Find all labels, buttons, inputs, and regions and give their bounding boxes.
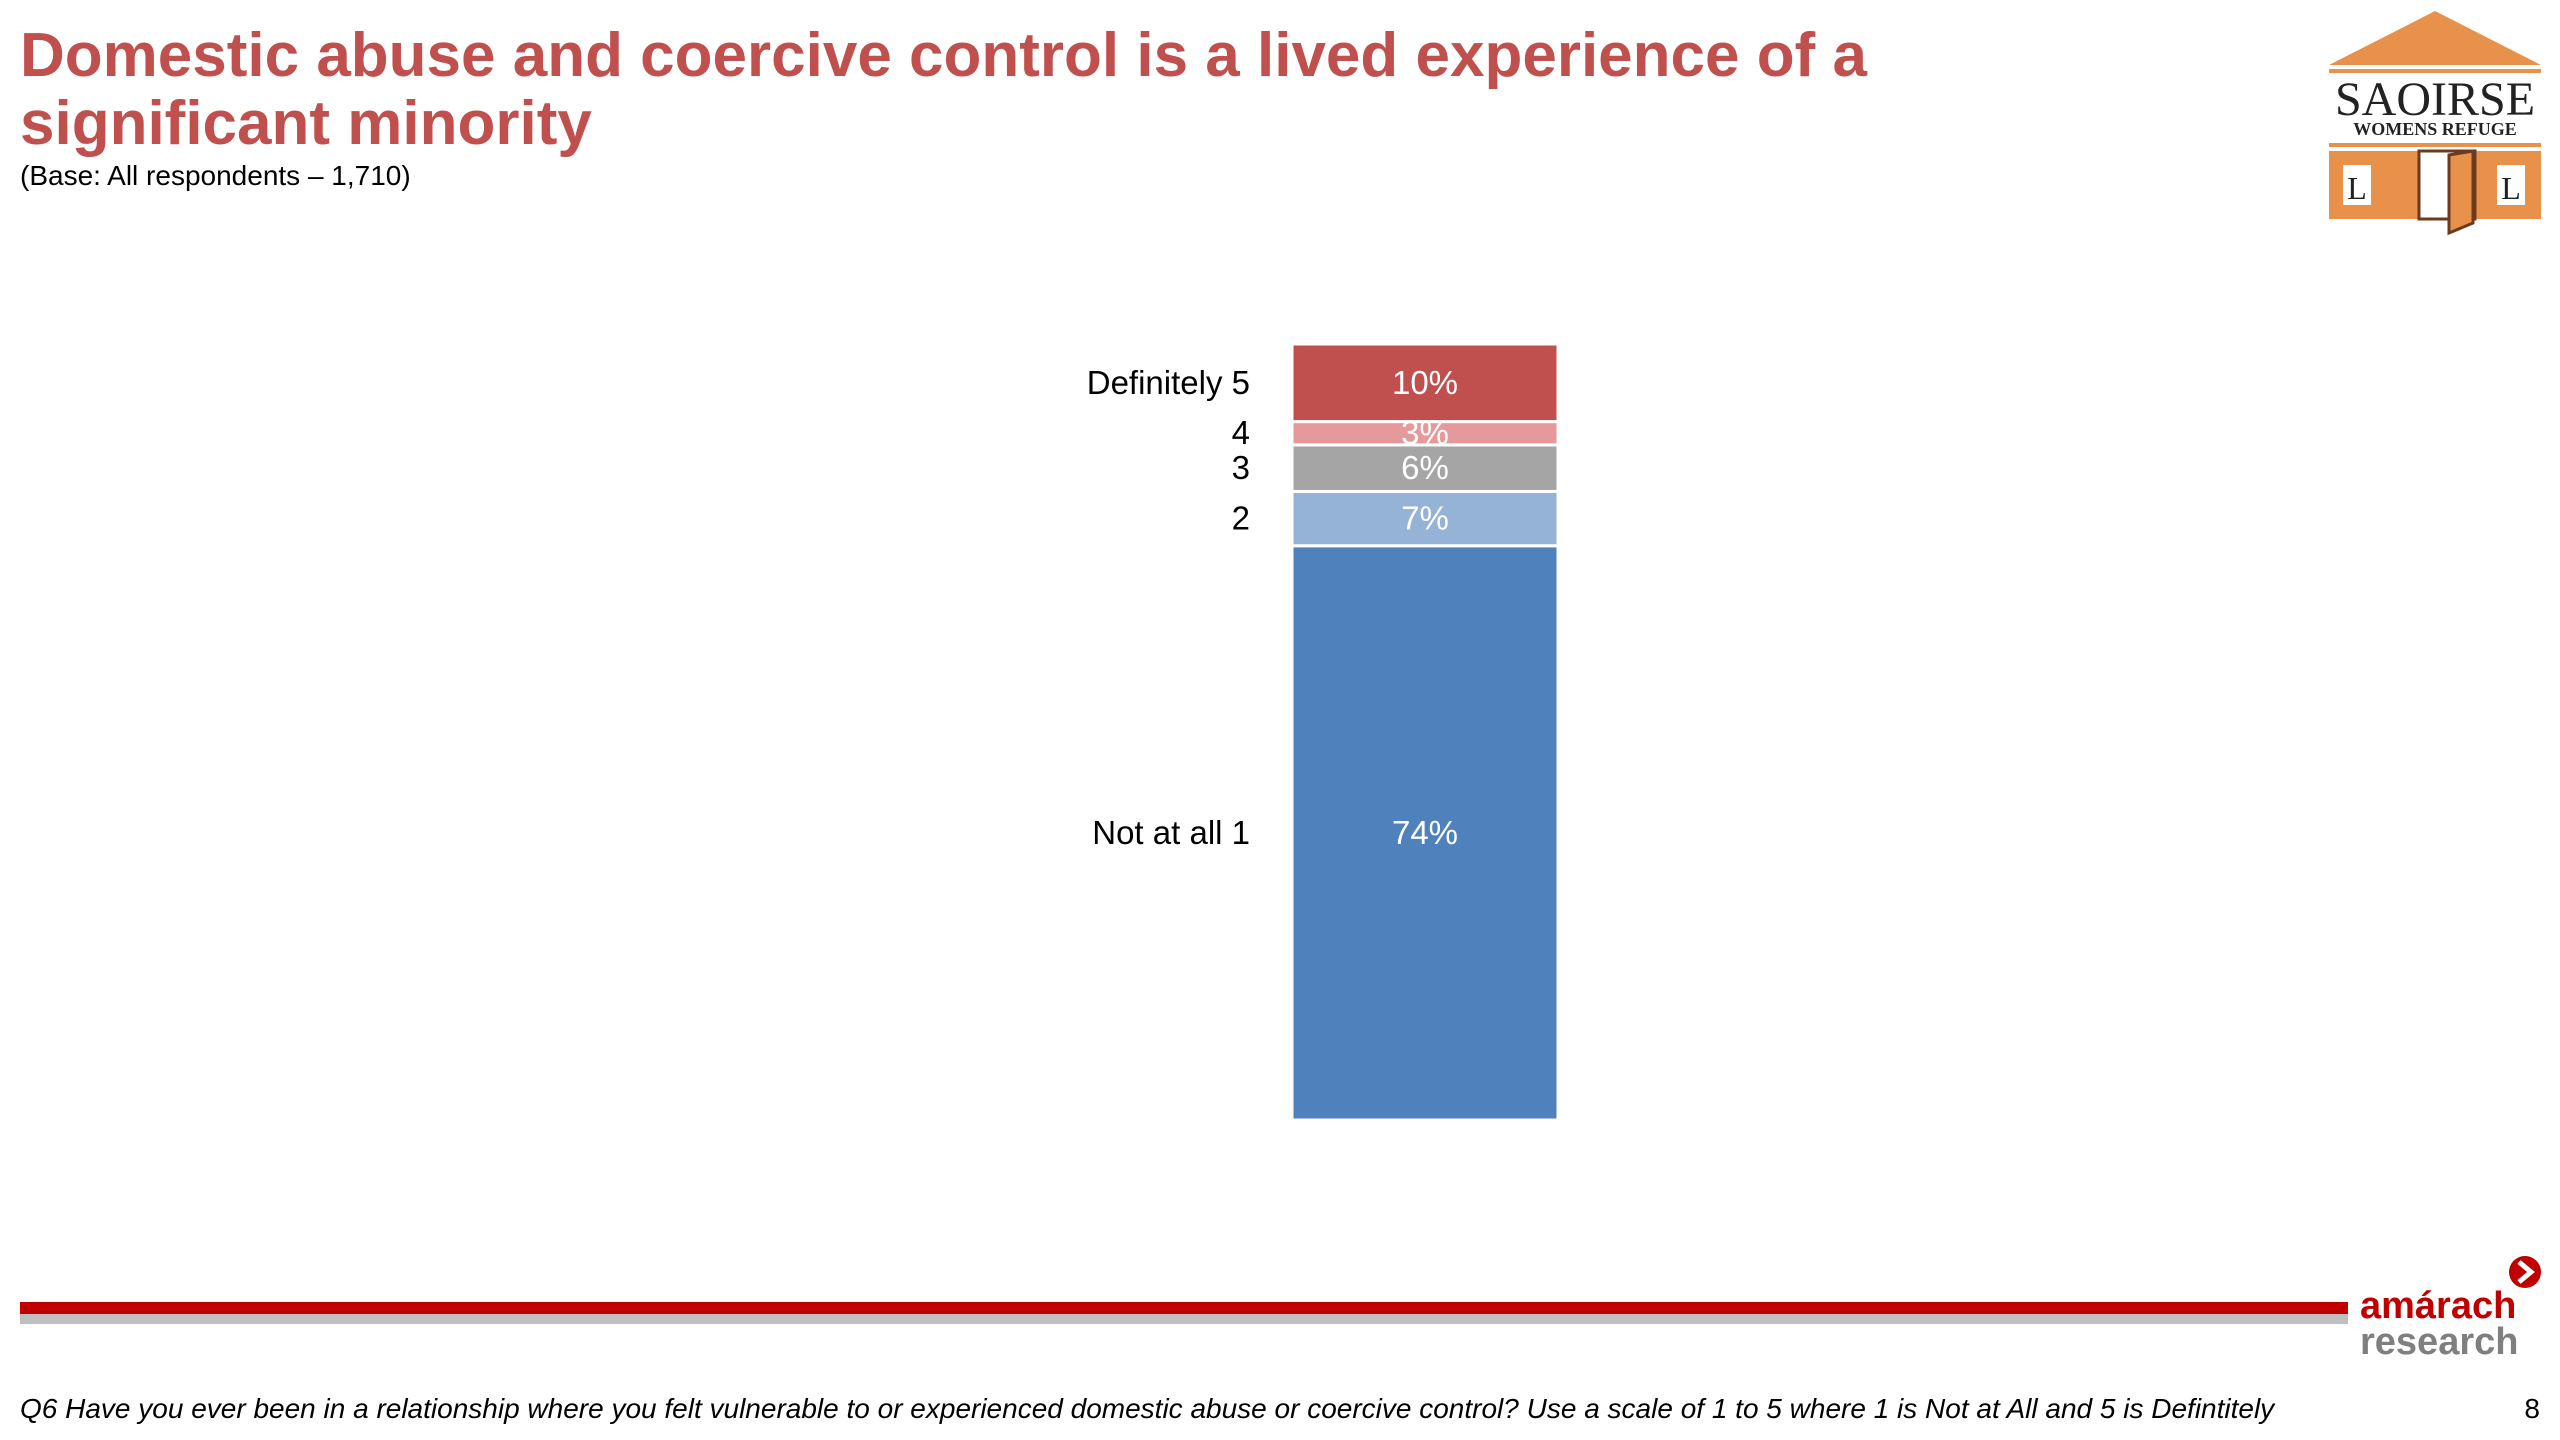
- value-label-3: 6%: [1401, 449, 1449, 486]
- bar-segment-3: [1290, 443, 1560, 493]
- footer-rule: [20, 1302, 2348, 1314]
- category-label-2: 2: [1232, 500, 1250, 537]
- stacked-bar-chart: 74% 7% 6%3% 10% Not at all 1 2 34 Definitely 5: [1087, 342, 1560, 1122]
- amarach-chevron-icon: [2509, 1256, 2541, 1288]
- logo-roof: [2329, 11, 2541, 65]
- logo-wall-left: [2329, 151, 2419, 219]
- logo-tagline: WOMENS REFUGE: [2353, 119, 2517, 139]
- category-label-3: 3: [1232, 449, 1250, 486]
- question-footnote: Q6 Have you ever been in a relationship …: [20, 1393, 2275, 1424]
- category-label-4: 4: [1232, 414, 1250, 451]
- value-label-1: 74%: [1392, 814, 1458, 851]
- amarach-logo: amárach research: [2360, 1256, 2541, 1360]
- category-label-1: Not at all 1: [1092, 814, 1250, 851]
- logo-window-left: [2343, 165, 2371, 205]
- category-label-5: Definitely 5: [1087, 364, 1250, 401]
- bar-segment-5: [1290, 342, 1560, 424]
- bar-segment-1: [1290, 544, 1560, 1122]
- chart-bars: [1290, 342, 1560, 1122]
- value-label-5: 10%: [1392, 364, 1458, 401]
- logo-name: SAOIRSE: [2335, 73, 2535, 126]
- logo-door-icon: [2447, 149, 2475, 236]
- slide-title: Domestic abuse and coercive control is a…: [20, 21, 1867, 158]
- chart-category-labels: Not at all 1 2 34 Definitely 5: [1087, 364, 1250, 851]
- saoirse-logo: SAOIRSE WOMENS REFUGE L L: [2329, 11, 2541, 236]
- value-label-2: 7%: [1401, 500, 1449, 537]
- base-note: (Base: All respondents – 1,710): [20, 160, 411, 191]
- chart-value-labels: 74% 7% 6%3% 10%: [1392, 364, 1458, 851]
- value-label-4: 3%: [1401, 414, 1449, 451]
- page-number: 8: [2524, 1393, 2540, 1424]
- logo-window-right: [2497, 165, 2525, 205]
- amarach-research: research: [2360, 1321, 2518, 1360]
- logo-door-letter-right: L: [2501, 170, 2521, 206]
- logo-door-letter-left: L: [2347, 170, 2367, 206]
- footer-rule-shadow: [20, 1314, 2348, 1324]
- bar-segment-2: [1290, 489, 1560, 548]
- amarach-name: amárach: [2360, 1285, 2516, 1327]
